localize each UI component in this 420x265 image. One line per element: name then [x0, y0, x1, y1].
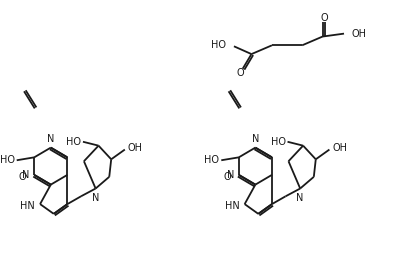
Text: HO: HO [270, 137, 286, 147]
Text: N: N [226, 170, 234, 180]
Text: HO: HO [0, 155, 15, 165]
Text: N: N [92, 193, 99, 203]
Text: OH: OH [352, 29, 367, 39]
Text: N: N [252, 134, 259, 144]
Text: O: O [223, 172, 231, 182]
Text: HO: HO [205, 155, 219, 165]
Text: O: O [19, 172, 26, 182]
Text: HN: HN [225, 201, 240, 211]
Text: HO: HO [211, 40, 226, 50]
Text: N: N [47, 134, 55, 144]
Text: OH: OH [128, 143, 143, 153]
Text: HN: HN [21, 201, 35, 211]
Text: N: N [22, 170, 29, 180]
Text: HO: HO [66, 137, 81, 147]
Text: OH: OH [332, 143, 347, 153]
Text: O: O [321, 13, 328, 23]
Text: N: N [297, 193, 304, 203]
Text: O: O [237, 68, 244, 78]
